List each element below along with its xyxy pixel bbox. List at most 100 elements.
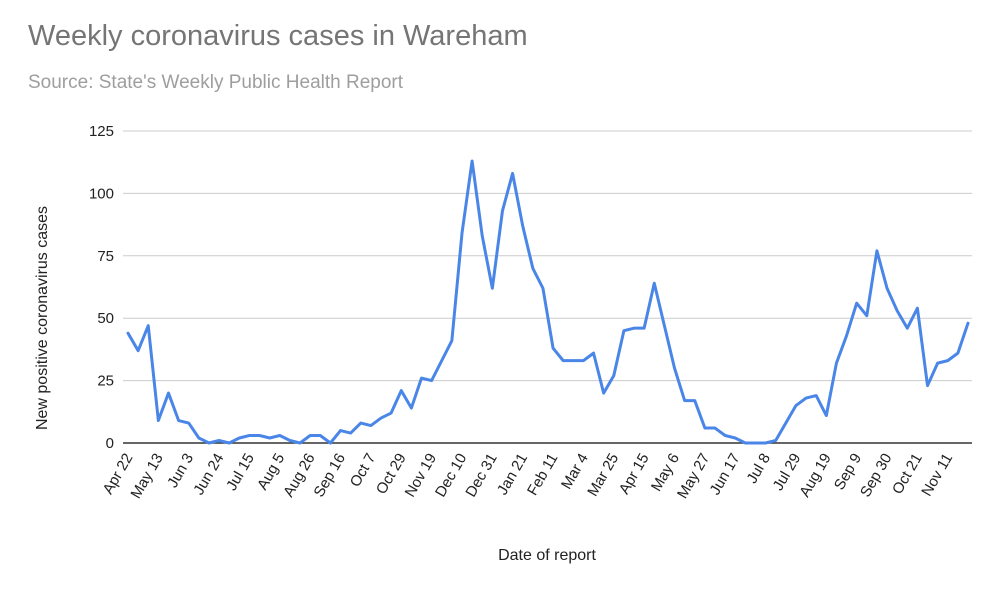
data-point <box>602 391 606 395</box>
data-point <box>804 396 808 400</box>
data-point <box>915 306 919 310</box>
data-point <box>430 379 434 383</box>
data-point <box>379 416 383 420</box>
data-point <box>784 421 788 425</box>
data-point <box>834 361 838 365</box>
data-point <box>480 234 484 238</box>
data-point <box>328 441 332 445</box>
data-point <box>703 426 707 430</box>
data-point <box>156 419 160 423</box>
data-point <box>753 441 757 445</box>
y-axis-title: New positive coronavirus cases <box>34 206 51 430</box>
chart-title: Weekly coronavirus cases in Wareham <box>28 20 528 52</box>
data-point <box>419 376 423 380</box>
data-point <box>774 439 778 443</box>
y-tick-label: 75 <box>97 248 114 265</box>
data-point <box>713 426 717 430</box>
data-point <box>946 359 950 363</box>
chart-subtitle: Source: State's Weekly Public Health Rep… <box>28 72 404 93</box>
data-point <box>632 326 636 330</box>
x-tick-label: Jul 8 <box>743 451 774 487</box>
data-point <box>136 349 140 353</box>
data-point <box>865 314 869 318</box>
data-point <box>936 361 940 365</box>
data-point <box>490 286 494 290</box>
series-group <box>126 159 970 445</box>
data-point <box>794 404 798 408</box>
data-point <box>177 419 181 423</box>
data-point <box>845 334 849 338</box>
data-point <box>349 431 353 435</box>
data-point <box>470 159 474 163</box>
y-axis-ticks: 0 25 50 75 100 125 <box>89 123 114 452</box>
data-point <box>855 301 859 305</box>
data-point <box>339 429 343 433</box>
data-point <box>207 441 211 445</box>
data-point <box>460 231 464 235</box>
data-point <box>197 436 201 440</box>
data-point <box>541 286 545 290</box>
data-point <box>764 441 768 445</box>
x-axis-title: Date of report <box>498 547 596 564</box>
data-point <box>723 434 727 438</box>
data-point <box>440 359 444 363</box>
data-point <box>581 359 585 363</box>
data-point <box>399 389 403 393</box>
data-point <box>885 286 889 290</box>
data-point <box>551 346 555 350</box>
data-point <box>298 441 302 445</box>
data-point <box>369 424 373 428</box>
data-point <box>359 421 363 425</box>
data-point <box>288 439 292 443</box>
data-point <box>227 441 231 445</box>
data-point <box>318 434 322 438</box>
data-point <box>217 439 221 443</box>
data-point <box>622 329 626 333</box>
data-point <box>652 281 656 285</box>
data-point <box>187 421 191 425</box>
gridlines <box>123 130 972 444</box>
x-tick-label: Mar 25 <box>584 451 622 500</box>
y-tick-label: 100 <box>89 185 114 202</box>
data-point <box>278 434 282 438</box>
data-point <box>237 436 241 440</box>
y-tick-label: 125 <box>89 123 114 140</box>
data-point <box>642 326 646 330</box>
data-point <box>592 351 596 355</box>
data-point <box>247 434 251 438</box>
data-point <box>500 209 504 213</box>
data-point <box>956 351 960 355</box>
data-point <box>268 436 272 440</box>
data-point <box>662 324 666 328</box>
x-tick-label: Jun 17 <box>706 451 743 499</box>
data-point <box>926 384 930 388</box>
data-point <box>612 374 616 378</box>
data-point <box>733 436 737 440</box>
data-point <box>531 266 535 270</box>
x-tick-label: Nov 11 <box>918 451 956 500</box>
data-point <box>521 224 525 228</box>
x-tick-label: Jul 15 <box>223 451 258 494</box>
data-point <box>693 399 697 403</box>
data-point <box>814 394 818 398</box>
data-point <box>308 434 312 438</box>
data-point <box>450 339 454 343</box>
data-point <box>824 414 828 418</box>
y-tick-label: 50 <box>97 310 114 327</box>
data-point <box>673 366 677 370</box>
data-point <box>905 326 909 330</box>
data-point <box>683 399 687 403</box>
series-line <box>126 159 970 445</box>
data-point <box>511 171 515 175</box>
data-point <box>409 406 413 410</box>
y-tick-label: 0 <box>106 435 114 452</box>
data-point <box>875 249 879 253</box>
data-point <box>389 411 393 415</box>
data-point <box>571 359 575 363</box>
data-point <box>146 324 150 328</box>
data-point <box>743 441 747 445</box>
data-point <box>895 309 899 313</box>
data-point <box>258 434 262 438</box>
